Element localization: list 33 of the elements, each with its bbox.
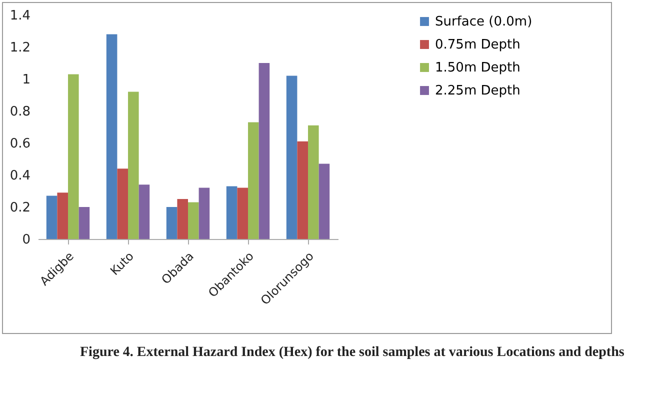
- bar: [46, 196, 58, 239]
- bar: [226, 186, 238, 239]
- legend-label: 0.75m Depth: [435, 38, 520, 52]
- bar: [258, 63, 270, 239]
- y-tick-label: 0.6: [10, 136, 30, 152]
- y-tick-label: 1.4: [10, 8, 30, 24]
- bar: [297, 141, 308, 239]
- bar: [248, 122, 259, 239]
- bar: [78, 207, 90, 239]
- y-tick-label: 0.2: [10, 200, 30, 216]
- bar: [188, 202, 199, 239]
- bar: [308, 125, 319, 239]
- bar: [117, 168, 128, 239]
- legend-label: Surface (0.0m): [435, 14, 532, 30]
- bar: [166, 207, 178, 239]
- bar: [318, 164, 330, 239]
- legend-label: 1.50m Depth: [435, 60, 520, 76]
- bar: [198, 188, 210, 239]
- bar: [177, 199, 188, 239]
- legend-label: 2.25m Depth: [435, 84, 520, 98]
- y-tick-label: 0: [22, 232, 30, 248]
- y-tick-label: 1.2: [10, 40, 30, 56]
- caption: Figure 4. External Hazard Index (Hex) for the soil samples at various Locations and depths: [80, 344, 626, 362]
- y-tick-label: 0.4: [10, 168, 30, 184]
- bar: [286, 76, 298, 239]
- bar: [128, 92, 139, 239]
- y-tick-label: 0.8: [10, 104, 30, 120]
- bar: [106, 34, 118, 239]
- bar: [57, 192, 68, 239]
- y-tick-label: 1: [22, 72, 30, 88]
- bar: [138, 184, 150, 239]
- bar: [237, 188, 248, 239]
- bar: [68, 74, 79, 239]
